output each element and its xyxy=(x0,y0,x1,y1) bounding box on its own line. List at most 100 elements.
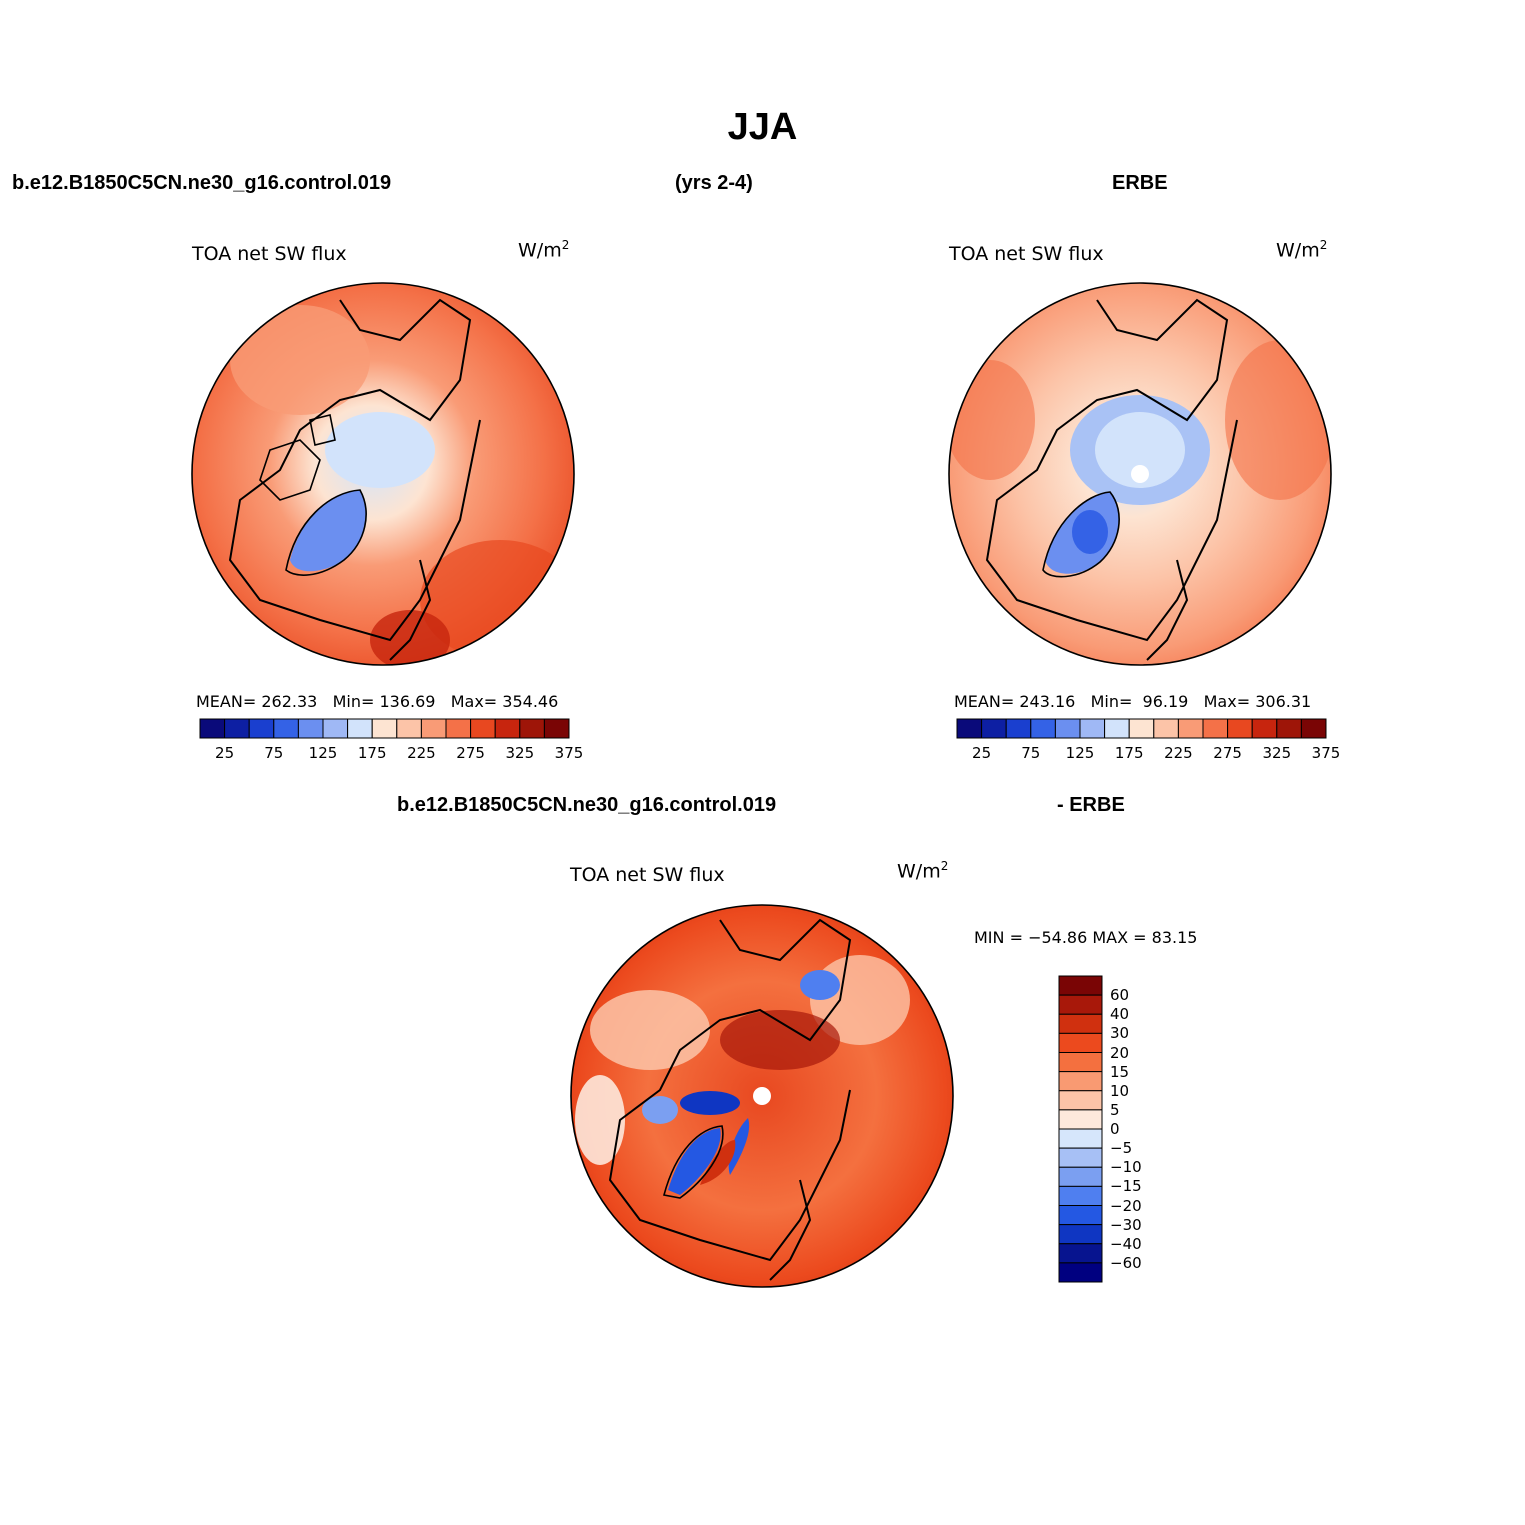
case-name-header: b.e12.B1850C5CN.ne30_g16.control.019 xyxy=(12,172,392,194)
colorbar-swatch xyxy=(1058,1147,1103,1168)
colorbar-swatch xyxy=(543,718,570,739)
colorbar-tick-label: 125 xyxy=(308,744,338,762)
diff-negative-region xyxy=(800,970,840,1000)
colorbar-tick-label: 225 xyxy=(407,744,436,762)
colorbar-swatch xyxy=(1058,1090,1103,1111)
model-mean: 262.33 xyxy=(261,692,318,711)
colorbar-tick-label: 10 xyxy=(1110,1081,1130,1100)
colorbar-swatch xyxy=(396,718,422,739)
colorbar-swatch xyxy=(1153,718,1179,739)
colorbar-swatch xyxy=(1058,1224,1103,1245)
model-panel-unit: W/m2 xyxy=(518,238,570,262)
model-greenland-region xyxy=(290,490,367,572)
diff-panel-title: TOA net SW flux xyxy=(570,864,725,886)
colorbar-tick-label: 75 xyxy=(1021,744,1041,762)
diff-case-header: b.e12.B1850C5CN.ne30_g16.control.019 xyxy=(397,794,777,816)
obs-min: 96.19 xyxy=(1142,692,1189,711)
colorbar-tick-label: 15 xyxy=(1110,1062,1130,1081)
diff-map-border xyxy=(570,904,954,1288)
model-min: 136.69 xyxy=(379,692,436,711)
colorbar-swatch xyxy=(1058,1166,1103,1187)
colorbar-swatch xyxy=(1128,718,1155,739)
colorbar-tick-label: 275 xyxy=(456,744,485,762)
colorbar-swatch xyxy=(273,718,299,739)
colorbar-tick-label: 125 xyxy=(1065,744,1095,762)
colorbar-swatch xyxy=(1058,1243,1103,1264)
colorbar-swatch xyxy=(445,718,472,739)
colorbar-tick-label: 375 xyxy=(554,744,584,762)
colorbar-swatch xyxy=(494,718,521,739)
model-map-border xyxy=(191,282,575,666)
colorbar-swatch xyxy=(1030,718,1056,739)
colorbar-swatch xyxy=(322,718,349,739)
obs-stats: MEAN= 243.16 Min= 96.19 Max= 306.31 xyxy=(954,692,1312,711)
colorbar-swatch xyxy=(1058,975,1103,996)
model-panel-title: TOA net SW flux xyxy=(192,243,347,265)
colorbar-tick-label: −10 xyxy=(1110,1158,1142,1177)
colorbar-swatch xyxy=(1202,718,1229,739)
colorbar-swatch xyxy=(519,718,545,739)
obs-map-border xyxy=(948,282,1332,666)
colorbar-swatch xyxy=(1058,1262,1103,1283)
colorbar-swatch xyxy=(1058,1128,1103,1149)
colorbar-tick-label: −60 xyxy=(1110,1253,1142,1272)
colorbar-tick-label: 60 xyxy=(1110,986,1130,1005)
colorbar-tick-label: 325 xyxy=(505,744,535,762)
colorbar-swatch xyxy=(1227,718,1253,739)
obs-panel-unit: W/m2 xyxy=(1276,238,1328,262)
colorbar-swatch xyxy=(1005,718,1032,739)
obs-panel-title: TOA net SW flux xyxy=(949,243,1104,265)
colorbar-swatch xyxy=(1058,1013,1103,1034)
colorbar-swatch xyxy=(1251,718,1278,739)
diff-panel-unit: W/m2 xyxy=(897,859,949,883)
obs-max: 306.31 xyxy=(1255,692,1312,711)
colorbar-swatch xyxy=(1058,1032,1103,1053)
colorbar-swatch xyxy=(1104,718,1130,739)
colorbar-tick-label: 325 xyxy=(1262,744,1292,762)
colorbar-swatch xyxy=(1079,718,1106,739)
colorbar-tick-label: 5 xyxy=(1110,1100,1120,1119)
colorbar-tick-label: 225 xyxy=(1164,744,1193,762)
model-coastlines xyxy=(228,298,481,661)
model-map xyxy=(192,283,574,665)
colorbar-tick-label: −40 xyxy=(1110,1234,1142,1253)
colorbar-tick-label: 75 xyxy=(264,744,284,762)
colorbar-swatch xyxy=(1276,718,1302,739)
diff-obs-header: - ERBE xyxy=(1057,794,1125,816)
obs-coastlines xyxy=(985,298,1238,661)
obs-mean: 243.16 xyxy=(1019,692,1076,711)
obs-header: ERBE xyxy=(1112,172,1168,194)
colorbar-tick-label: 30 xyxy=(1110,1024,1130,1043)
colorbar-tick-label: −5 xyxy=(1110,1139,1133,1158)
colorbar-swatch xyxy=(1177,718,1204,739)
model-pole-ice-region xyxy=(325,412,435,488)
model-stats: MEAN= 262.33 Min= 136.69 Max= 354.46 xyxy=(196,692,559,711)
colorbar-swatch xyxy=(1058,994,1103,1015)
model-colorbar xyxy=(199,718,570,739)
colorbar-swatch xyxy=(1058,1185,1103,1206)
colorbar-swatch xyxy=(371,718,398,739)
diff-pole-marker xyxy=(753,1087,771,1105)
colorbar-swatch xyxy=(981,718,1007,739)
colorbar-swatch xyxy=(224,718,250,739)
colorbar-tick-label: 25 xyxy=(972,744,992,762)
colorbar-swatch xyxy=(420,718,447,739)
diff-minmax: MIN = −54.86 MAX = 83.15 xyxy=(974,928,1198,947)
colorbar-swatch xyxy=(1058,1205,1103,1226)
colorbar-swatch xyxy=(1058,1071,1103,1092)
colorbar-swatch xyxy=(248,718,275,739)
colorbar-swatch xyxy=(1300,718,1327,739)
colorbar-swatch xyxy=(1058,1109,1103,1130)
colorbar-tick-label: −30 xyxy=(1110,1215,1142,1234)
diff-coastlines xyxy=(608,918,852,1281)
figure-title: JJA xyxy=(727,106,798,148)
colorbar-swatch xyxy=(1058,1052,1103,1073)
colorbar-tick-label: 40 xyxy=(1110,1005,1130,1024)
colorbar-tick-label: 375 xyxy=(1311,744,1341,762)
colorbar-tick-label: 175 xyxy=(357,744,387,762)
colorbar-swatch xyxy=(297,718,324,739)
colorbar-tick-label: −15 xyxy=(1110,1177,1142,1196)
colorbar-tick-label: 275 xyxy=(1213,744,1242,762)
years-header: (yrs 2-4) xyxy=(675,172,753,194)
